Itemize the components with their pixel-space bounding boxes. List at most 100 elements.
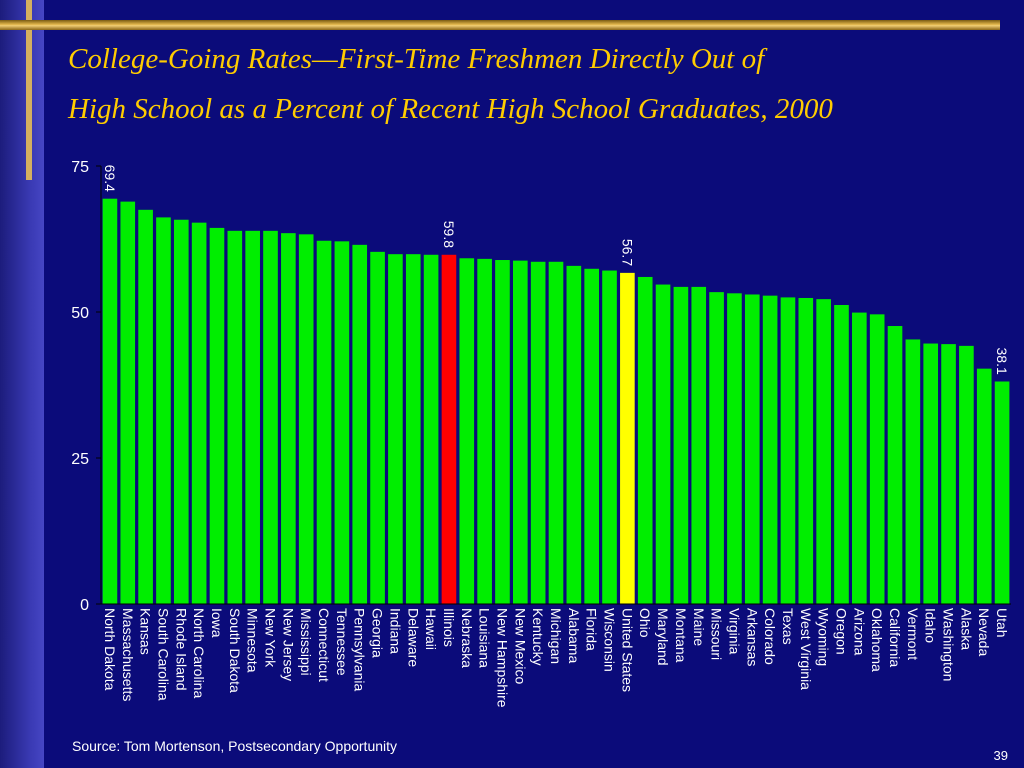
bar-iowa [209, 227, 225, 604]
bar-new-hampshire [495, 260, 510, 604]
data-label-north-dakota: 69.4 [102, 165, 118, 192]
category-label-idaho: Idaho [923, 608, 939, 643]
category-label-new-mexico: New Mexico [512, 608, 528, 684]
category-label-new-hampshire: New Hampshire [494, 608, 510, 708]
bar-united-states [620, 272, 635, 604]
category-label-louisiana: Louisiana [477, 608, 493, 668]
bar-ohio [637, 276, 653, 604]
category-label-virginia: Virginia [726, 608, 742, 655]
category-label-new-jersey: New Jersey [280, 608, 296, 681]
category-label-arkansas: Arkansas [744, 608, 760, 666]
category-label-iowa: Iowa [209, 608, 225, 638]
category-label-north-dakota: North Dakota [102, 608, 118, 691]
category-label-maine: Maine [691, 608, 707, 646]
bar-missouri [709, 292, 724, 604]
category-label-wyoming: Wyoming [816, 608, 832, 666]
y-tick-label-0: 0 [80, 597, 89, 614]
y-tick-label-25: 25 [71, 451, 89, 468]
bar-utah [994, 381, 1010, 604]
category-label-missouri: Missouri [709, 608, 725, 660]
bar-mississippi [298, 234, 314, 604]
bar-california [887, 326, 903, 604]
bar-vermont [905, 339, 921, 604]
bar-wisconsin [602, 270, 617, 604]
bar-oklahoma [869, 314, 885, 604]
category-label-south-dakota: South Dakota [227, 608, 243, 693]
bar-michigan [548, 261, 564, 604]
category-label-mississippi: Mississippi [298, 608, 314, 676]
bar-arizona [852, 312, 867, 604]
category-label-georgia: Georgia [370, 608, 386, 658]
bar-pennsylvania [352, 244, 368, 604]
bar-wyoming [816, 299, 831, 604]
bar-connecticut [316, 240, 332, 604]
bar-west-virginia [798, 297, 814, 604]
bar-idaho [923, 343, 939, 604]
category-label-massachusetts: Massachusetts [120, 608, 136, 701]
category-label-utah: Utah [994, 608, 1010, 638]
bar-oregon [834, 304, 849, 604]
category-label-united-states: United States [619, 608, 635, 692]
bar-rhode-island [173, 219, 189, 605]
data-label-utah: 38.1 [994, 348, 1010, 375]
category-label-hawaii: Hawaii [423, 608, 439, 650]
category-label-wisconsin: Wisconsin [602, 608, 618, 672]
category-label-indiana: Indiana [387, 608, 403, 654]
bar-minnesota [245, 230, 260, 604]
bar-virginia [727, 293, 742, 604]
bar-illinois [441, 254, 457, 604]
bar-kentucky [530, 261, 546, 604]
slide-title: College-Going Rates—First-Time Freshmen … [68, 34, 1008, 134]
slide-title-line-2: High School as a Percent of Recent High … [68, 93, 833, 125]
bar-texas [780, 297, 796, 604]
bar-florida [584, 268, 599, 604]
category-label-michigan: Michigan [548, 608, 564, 664]
category-label-delaware: Delaware [405, 608, 421, 667]
category-label-oregon: Oregon [833, 608, 849, 655]
bar-alabama [566, 265, 582, 604]
category-label-ohio: Ohio [637, 608, 653, 638]
bar-north-dakota [102, 198, 118, 604]
category-label-kentucky: Kentucky [530, 608, 546, 666]
bar-new-jersey [281, 233, 296, 604]
source-note: Source: Tom Mortenson, Postsecondary Opp… [72, 738, 398, 754]
category-label-minnesota: Minnesota [245, 608, 261, 673]
bar-louisiana [477, 258, 492, 604]
bar-nevada [976, 368, 992, 604]
bar-kansas [138, 209, 153, 605]
category-label-alabama: Alabama [566, 608, 582, 663]
bar-colorado [762, 295, 778, 604]
category-label-california: California [887, 608, 903, 667]
category-label-west-virginia: West Virginia [798, 608, 814, 690]
bar-new-york [263, 230, 278, 604]
category-label-oklahoma: Oklahoma [869, 608, 885, 672]
category-label-illinois: Illinois [441, 608, 457, 647]
category-label-colorado: Colorado [762, 608, 778, 665]
category-label-connecticut: Connecticut [316, 608, 332, 682]
bar-maryland [655, 284, 671, 604]
y-tick-label-75: 75 [71, 159, 89, 176]
left-accent-line [26, 0, 32, 180]
y-tick-label-50: 50 [71, 305, 89, 322]
bar-tennessee [334, 241, 350, 604]
left-decorative-band [0, 0, 44, 768]
slide-title-line-1: College-Going Rates—First-Time Freshmen … [68, 43, 765, 75]
bar-south-carolina [156, 217, 171, 604]
bar-south-dakota [227, 230, 243, 604]
category-label-nebraska: Nebraska [459, 608, 475, 668]
category-label-nevada: Nevada [976, 608, 992, 656]
bar-maine [691, 286, 707, 604]
category-label-tennessee: Tennessee [334, 608, 350, 676]
bar-montana [673, 286, 689, 604]
bar-hawaii [423, 254, 439, 604]
bar-arkansas [744, 294, 760, 604]
category-label-vermont: Vermont [905, 608, 921, 660]
category-label-north-carolina: North Carolina [191, 608, 207, 698]
bar-delaware [405, 254, 421, 604]
bar-indiana [388, 254, 403, 604]
category-label-montana: Montana [673, 608, 689, 663]
top-gold-rule [0, 20, 1000, 30]
bar-georgia [370, 251, 385, 604]
bar-alaska [959, 345, 974, 604]
